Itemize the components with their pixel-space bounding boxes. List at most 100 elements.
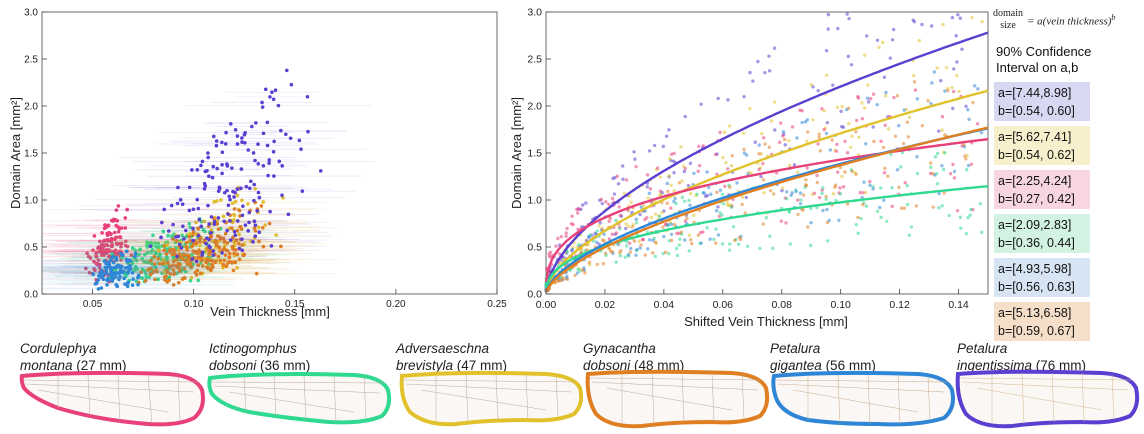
right-point [689, 238, 693, 242]
right-point [862, 106, 867, 110]
right-point [692, 171, 696, 176]
left-point [194, 273, 199, 277]
left-point [225, 228, 229, 233]
right-point [941, 22, 945, 27]
right-point [713, 152, 718, 157]
left-point [91, 248, 95, 252]
right-point [736, 242, 741, 246]
left-point [220, 171, 224, 176]
right-point [944, 65, 949, 70]
left-point [170, 234, 174, 238]
right-point [952, 67, 956, 71]
right-point [763, 142, 767, 146]
left-point [199, 224, 204, 229]
left-point [189, 275, 194, 280]
left-point [149, 258, 153, 263]
right-point [871, 187, 875, 191]
left-point [126, 258, 131, 262]
right-point [714, 227, 718, 231]
left-point [271, 97, 276, 102]
right-point [779, 219, 784, 223]
left-point [177, 269, 182, 274]
left-point [191, 226, 195, 231]
right-point [917, 38, 922, 43]
right-point [901, 141, 906, 146]
left-point [174, 235, 178, 239]
right-point [812, 191, 817, 195]
left-point [143, 269, 147, 273]
left-point [230, 220, 235, 225]
right-point [866, 83, 870, 87]
left-point [220, 140, 224, 145]
right-point [705, 170, 709, 174]
right-point [618, 254, 623, 258]
left-point [231, 268, 236, 273]
left-point [171, 283, 176, 287]
right-point [787, 138, 791, 143]
right-x-tick-label: 0.06 [713, 299, 734, 311]
left-point [93, 268, 97, 272]
right-point [824, 197, 828, 201]
left-point [271, 150, 276, 154]
right-point [647, 149, 652, 153]
right-point [886, 174, 890, 178]
left-point [240, 248, 245, 253]
left-point [166, 229, 171, 233]
right-point [607, 246, 612, 251]
right-point [600, 201, 604, 206]
right-point [798, 191, 803, 195]
ci-a-purple: a=[7.44,8.98] [998, 86, 1072, 100]
right-point [655, 166, 660, 170]
right-point [653, 254, 657, 259]
right-point [683, 199, 687, 203]
left-point [211, 164, 216, 169]
left-point [100, 231, 104, 235]
left-point [175, 201, 180, 206]
left-point [146, 260, 151, 265]
right-point [890, 204, 894, 209]
right-point [667, 174, 671, 178]
right-point [804, 178, 808, 182]
species-label-petalura-ingentissima: Petalura ingentissima (76 mm) [957, 340, 1086, 374]
left-point [222, 258, 227, 263]
right-point [669, 232, 674, 237]
right-point [875, 102, 879, 107]
right-point [954, 33, 958, 38]
left-point [145, 243, 149, 247]
right-point [683, 166, 687, 171]
right-point [817, 195, 822, 200]
right-point [760, 131, 764, 136]
left-point [217, 185, 222, 190]
formula-rhs: = a(vein thickness)b [1027, 13, 1115, 28]
left-point [225, 241, 230, 245]
right-point [834, 149, 839, 153]
left-point [235, 252, 240, 257]
right-point [879, 139, 883, 143]
right-point [767, 145, 771, 149]
right-point [821, 186, 825, 190]
right-point [721, 155, 725, 160]
fit-curve-yellow [544, 89, 989, 292]
left-point [94, 253, 98, 258]
right-point [935, 151, 940, 156]
right-point [643, 253, 648, 257]
left-point [155, 245, 160, 250]
left-point [223, 142, 228, 146]
wing-outline-blue [771, 370, 955, 427]
right-point [595, 240, 599, 245]
right-point [629, 246, 633, 251]
left-y-axis-label: Domain Area [mm²] [8, 97, 23, 209]
right-point [744, 153, 749, 157]
ci-a-yellow: a=[5.62,7.41] [998, 130, 1072, 144]
left-point [166, 233, 170, 238]
left-point [223, 231, 228, 236]
right-point [697, 163, 702, 168]
right-x-tick-label: 0.02 [595, 299, 616, 311]
left-point [252, 198, 256, 203]
right-point [947, 213, 951, 218]
right-fit-curves [544, 31, 989, 293]
left-point [204, 241, 208, 246]
right-point [608, 216, 612, 220]
right-point [598, 221, 602, 225]
left-point [133, 254, 137, 259]
